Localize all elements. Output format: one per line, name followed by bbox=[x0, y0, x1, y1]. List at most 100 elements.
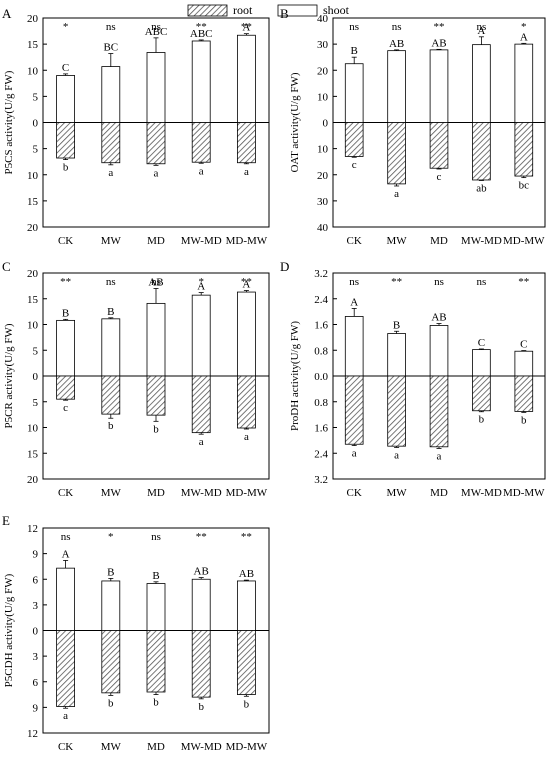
panel-e-shoot-letter: B bbox=[152, 570, 159, 582]
panel-c-ylabel: P5CR activity(U/g FW) bbox=[3, 323, 15, 428]
panel-d-xtick-label: CK bbox=[347, 487, 362, 499]
panel-a-root-bar bbox=[191, 122, 211, 163]
panel-b-shoot-bar bbox=[387, 50, 406, 123]
panel-d-shoot-bar bbox=[344, 316, 364, 377]
panel-c-ytick-label: 15 bbox=[27, 294, 39, 306]
panel-e-shoot-letter: AB bbox=[194, 566, 209, 578]
panel-c-shoot-letter: A bbox=[242, 279, 250, 291]
panel-d-root-bar bbox=[514, 375, 534, 412]
panel-d-significance: ** bbox=[391, 276, 402, 288]
panel-b-shoot-letter: A bbox=[477, 25, 485, 37]
panel-a-ytick-label: 10 bbox=[27, 65, 39, 77]
panel-d-significance: ** bbox=[518, 276, 529, 288]
panel-c-ytick-label: 5 bbox=[33, 345, 39, 357]
panel-a-xtick-label: MD bbox=[147, 235, 165, 247]
panel-b-root-bar bbox=[514, 122, 534, 177]
panel-a-significance: ** bbox=[196, 21, 207, 33]
panel-c-root-letter: c bbox=[63, 402, 68, 414]
panel-e-significance: ** bbox=[196, 531, 207, 543]
panel-a-ytick-label: 20 bbox=[27, 222, 39, 234]
panel-e-significance: ** bbox=[241, 531, 252, 543]
panel-c-significance: ** bbox=[241, 276, 252, 288]
panel-d-xtick-label: MD bbox=[430, 487, 448, 499]
panel-b-shoot-letter: AB bbox=[431, 37, 446, 49]
panel-c-xtick-label: MD-MW bbox=[226, 487, 268, 499]
panel-d-shoot-bar bbox=[429, 325, 449, 377]
panel-e-root-bar bbox=[191, 630, 211, 698]
panel-b-ytick-label: 10 bbox=[317, 144, 329, 156]
panel-b-root-letter: ab bbox=[476, 182, 487, 194]
panel-a-ytick-label: 5 bbox=[33, 144, 39, 156]
panel-d-xtick-label: MD-MW bbox=[503, 487, 545, 499]
panel-c-root-bar bbox=[101, 375, 121, 415]
panel-b-shoot-bar bbox=[429, 49, 449, 123]
panel-a-shoot-bar bbox=[146, 52, 166, 123]
panel-a-root-letter: a bbox=[154, 167, 159, 179]
panel-b-ytick-label: 40 bbox=[317, 222, 329, 234]
panel-b-root-letter: bc bbox=[519, 180, 530, 192]
panel-a-root-bar bbox=[56, 122, 75, 159]
panel-b-letter: B bbox=[280, 6, 289, 21]
panel-c-shoot-bar bbox=[56, 319, 75, 377]
panel-b-ytick-label: 40 bbox=[317, 13, 329, 25]
panel-a-xtick-label: MW bbox=[101, 235, 122, 247]
panel-d-ytick-label: 2.4 bbox=[314, 294, 328, 306]
panels: A 20 15 10 5 0 5 10 15 20 P5CS activity(U/g FW) Cb *… bbox=[2, 6, 546, 753]
panel-e-root-letter: b bbox=[108, 697, 114, 709]
panel-b-ytick-label: 30 bbox=[317, 39, 329, 51]
panel-b-shoot-letter: AB bbox=[389, 38, 404, 50]
panel-b-xtick-label: CK bbox=[347, 235, 362, 247]
panel-b: B 40 30 20 10 0 10 20 30 40 OAT activity(U/g FW) Bc… bbox=[280, 6, 546, 247]
panel-a-root-bar bbox=[236, 122, 256, 164]
panel-b-root-letter: a bbox=[394, 188, 399, 200]
panel-e-ytick-label: 6 bbox=[33, 574, 39, 586]
panel-c-shoot-letter: B bbox=[62, 307, 69, 319]
legend-shoot-label: shoot bbox=[323, 3, 350, 17]
panel-a-xtick-label: MW-MD bbox=[181, 235, 222, 247]
panel-c-ytick-label: 20 bbox=[27, 268, 39, 280]
panel-b-ylabel: OAT activity(U/g FW) bbox=[289, 72, 301, 172]
panel-d-shoot-letter: C bbox=[478, 337, 485, 349]
panel-d-xtick-label: MW-MD bbox=[461, 487, 502, 499]
panel-e-significance: ns bbox=[151, 531, 161, 543]
panel-d-ytick-label: 0.8 bbox=[314, 397, 328, 409]
panel-b-shoot-letter: B bbox=[351, 45, 358, 57]
panel-c-xtick-label: CK bbox=[58, 487, 73, 499]
panel-e-shoot-bar bbox=[191, 578, 211, 631]
panel-c-shoot-bar bbox=[101, 318, 121, 377]
panel-e-ytick-label: 9 bbox=[33, 702, 39, 714]
panel-c: C 20 15 10 5 0 5 10 15 20 P5CR activity(U/g FW) Bc *… bbox=[2, 259, 270, 499]
panel-e-xtick-label: MW bbox=[101, 741, 122, 753]
legend: root shoot bbox=[187, 3, 350, 17]
panel-a-shoot-letter: ABC bbox=[190, 28, 213, 40]
panel-a-shoot-letter: BC bbox=[103, 42, 118, 54]
panel-b-shoot-letter: A bbox=[520, 31, 528, 43]
panel-e-significance: * bbox=[108, 531, 114, 543]
panel-e-root-bar bbox=[56, 630, 75, 707]
panel-d-ytick-label: 0.8 bbox=[314, 345, 328, 357]
panel-d: D 3.2 2.4 1.6 0.8 0.0 0.8 1.6 2.4 3.2 ProDH activi… bbox=[280, 259, 546, 499]
panel-a-ytick-label: 15 bbox=[27, 39, 39, 51]
panel-e-xtick-label: CK bbox=[58, 741, 73, 753]
panel-c-significance: ns bbox=[106, 276, 116, 288]
legend-root-swatch bbox=[187, 4, 228, 17]
panel-b-root-bar bbox=[344, 122, 364, 157]
panel-a-significance: ns bbox=[106, 21, 116, 33]
panel-b-significance: ** bbox=[434, 21, 445, 33]
panel-b-xtick-label: MW bbox=[387, 235, 408, 247]
panel-e-shoot-bar bbox=[101, 580, 121, 631]
panel-b-root-bar bbox=[429, 122, 449, 169]
panel-e-root-bar bbox=[146, 630, 166, 693]
panel-d-root-bar bbox=[387, 375, 406, 447]
panel-c-shoot-bar bbox=[191, 294, 211, 377]
panel-a: A 20 15 10 5 0 5 10 15 20 P5CS activity(U/g FW) Cb *… bbox=[2, 6, 270, 247]
panel-c-significance: ** bbox=[60, 276, 71, 288]
panel-d-ylabel: ProDH activity(U/g FW) bbox=[289, 321, 301, 431]
panel-b-root-bar bbox=[387, 122, 406, 185]
panel-c-shoot-letter: A bbox=[197, 281, 205, 293]
panel-a-ylabel: P5CS activity(U/g FW) bbox=[3, 70, 15, 174]
panel-e-ytick-label: 12 bbox=[27, 523, 38, 535]
panel-c-ytick-label: 10 bbox=[27, 423, 39, 435]
panel-c-shoot-bar bbox=[236, 291, 256, 377]
